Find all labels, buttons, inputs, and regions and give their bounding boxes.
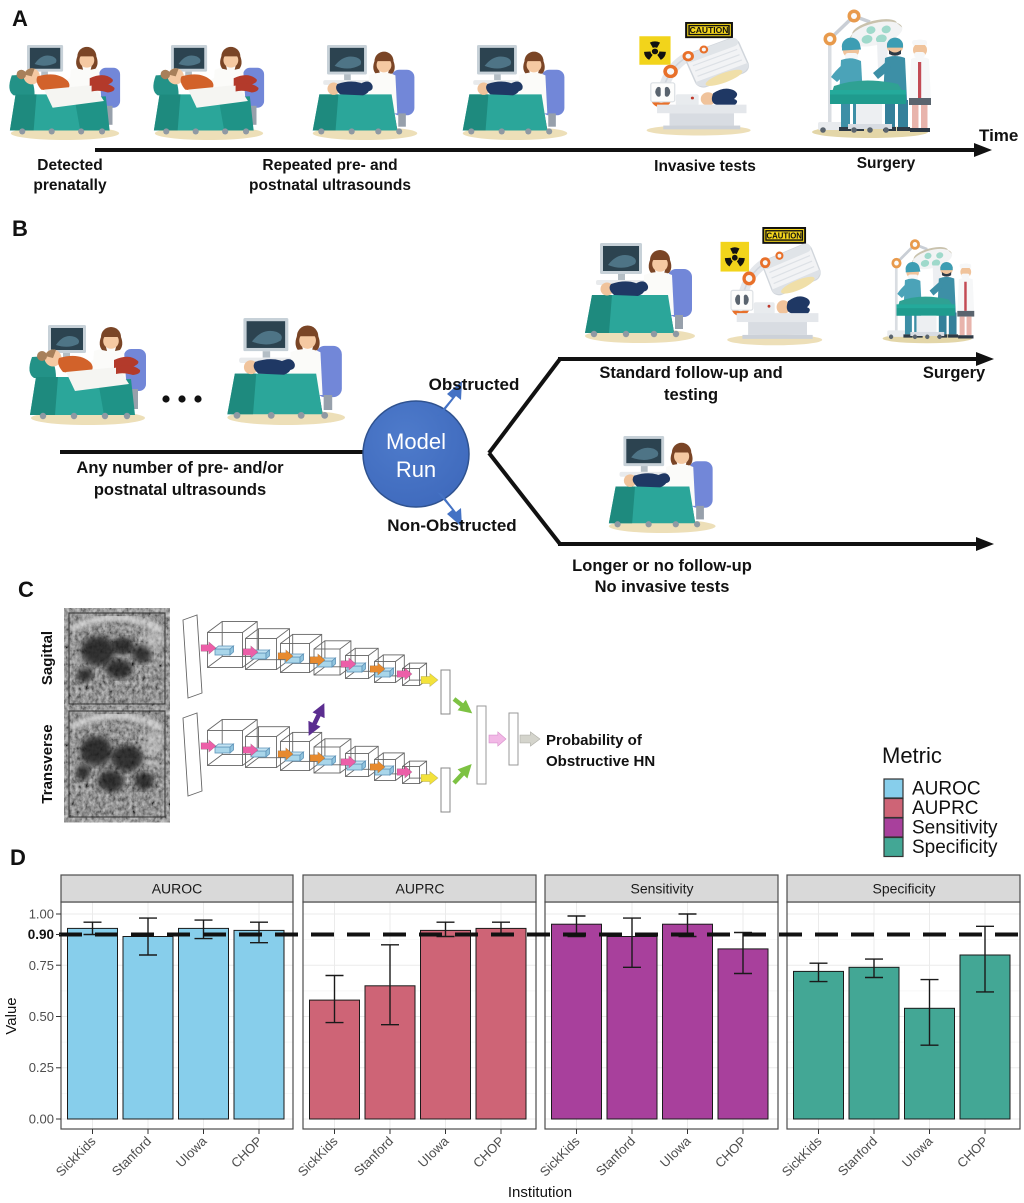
svg-text:UIowa: UIowa xyxy=(415,1133,452,1170)
svg-text:Metric: Metric xyxy=(882,743,942,768)
svg-text:Probability of: Probability of xyxy=(546,732,643,749)
svg-text:CHOP: CHOP xyxy=(470,1134,507,1171)
svg-text:Obstructed: Obstructed xyxy=(429,375,520,394)
svg-text:Any number of pre- and/or: Any number of pre- and/or xyxy=(76,459,284,477)
svg-text:Specificity: Specificity xyxy=(872,881,935,897)
svg-text:0.00: 0.00 xyxy=(29,1112,54,1127)
svg-text:Invasive tests: Invasive tests xyxy=(654,158,756,175)
svg-text:0.90: 0.90 xyxy=(28,927,54,942)
svg-text:Detected: Detected xyxy=(37,157,102,174)
svg-text:B: B xyxy=(12,216,28,241)
svg-text:Institution: Institution xyxy=(508,1184,572,1201)
svg-text:CHOP: CHOP xyxy=(954,1134,991,1171)
svg-text:Stanford: Stanford xyxy=(593,1134,638,1179)
svg-text:Standard follow-up and: Standard follow-up and xyxy=(599,364,782,382)
svg-text:UIowa: UIowa xyxy=(657,1133,694,1170)
svg-text:0.50: 0.50 xyxy=(29,1009,54,1024)
svg-text:Sagittal: Sagittal xyxy=(39,631,56,685)
svg-text:Model: Model xyxy=(386,429,446,454)
svg-text:Run: Run xyxy=(396,457,436,482)
svg-text:Obstructive HN: Obstructive HN xyxy=(546,753,655,770)
svg-text:A: A xyxy=(12,6,28,31)
svg-text:Sensitivity: Sensitivity xyxy=(912,818,998,839)
svg-text:AUPRC: AUPRC xyxy=(395,881,444,897)
svg-text:SickKids: SickKids xyxy=(295,1133,341,1179)
svg-text:Specificity: Specificity xyxy=(912,837,998,858)
svg-text:Repeated pre- and: Repeated pre- and xyxy=(262,157,397,174)
svg-text:postnatal ultrasounds: postnatal ultrasounds xyxy=(94,481,266,499)
svg-text:0.25: 0.25 xyxy=(29,1060,54,1075)
svg-text:0.75: 0.75 xyxy=(29,958,54,973)
svg-text:CHOP: CHOP xyxy=(228,1134,265,1171)
svg-text:Stanford: Stanford xyxy=(835,1134,880,1179)
svg-text:Time: Time xyxy=(979,126,1018,145)
svg-text:D: D xyxy=(10,845,26,870)
svg-text:prenatally: prenatally xyxy=(33,177,107,194)
svg-text:Stanford: Stanford xyxy=(351,1134,396,1179)
svg-text:AUPRC: AUPRC xyxy=(912,798,979,819)
svg-text:AUROC: AUROC xyxy=(152,881,203,897)
svg-text:postnatal ultrasounds: postnatal ultrasounds xyxy=(249,177,411,194)
svg-text:SickKids: SickKids xyxy=(53,1133,99,1179)
svg-text:AUROC: AUROC xyxy=(912,779,981,800)
svg-text:SickKids: SickKids xyxy=(537,1133,583,1179)
svg-text:CHOP: CHOP xyxy=(712,1134,749,1171)
svg-text:Surgery: Surgery xyxy=(857,155,916,172)
svg-text:Surgery: Surgery xyxy=(923,364,986,382)
svg-text:Non-Obstructed: Non-Obstructed xyxy=(387,516,516,535)
svg-text:C: C xyxy=(18,577,34,602)
svg-text:UIowa: UIowa xyxy=(899,1133,936,1170)
svg-text:Value: Value xyxy=(3,997,20,1034)
svg-text:1.00: 1.00 xyxy=(29,907,54,922)
svg-text:SickKids: SickKids xyxy=(779,1133,825,1179)
svg-text:Longer or no follow-up: Longer or no follow-up xyxy=(572,557,752,575)
svg-text:Sensitivity: Sensitivity xyxy=(630,881,693,897)
svg-text:testing: testing xyxy=(664,386,718,404)
svg-text:UIowa: UIowa xyxy=(173,1133,210,1170)
svg-text:Transverse: Transverse xyxy=(39,724,56,803)
svg-text:Stanford: Stanford xyxy=(109,1134,154,1179)
svg-text:No invasive tests: No invasive tests xyxy=(595,578,730,596)
